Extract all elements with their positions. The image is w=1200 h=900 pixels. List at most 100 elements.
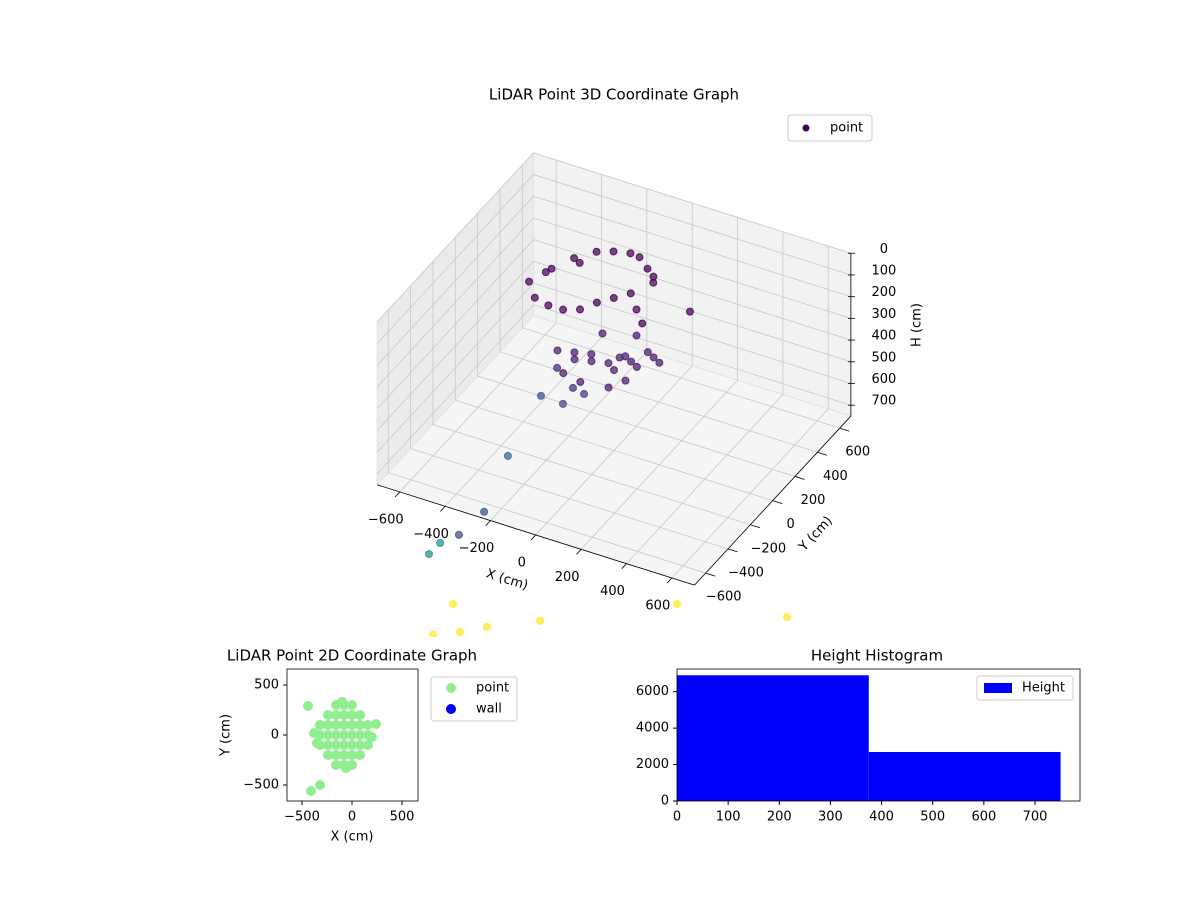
tick-mark bbox=[576, 549, 582, 555]
point bbox=[480, 507, 489, 516]
point bbox=[309, 728, 319, 738]
point bbox=[592, 298, 601, 307]
point bbox=[536, 391, 545, 400]
tick-mark bbox=[772, 500, 783, 504]
grid-line bbox=[376, 304, 534, 475]
point bbox=[559, 305, 568, 314]
point bbox=[436, 539, 445, 548]
grid-line bbox=[376, 239, 534, 410]
point bbox=[598, 329, 607, 338]
grid-line bbox=[477, 375, 796, 477]
grid-line bbox=[376, 261, 534, 431]
grid-line bbox=[533, 174, 852, 276]
point bbox=[355, 730, 365, 740]
point bbox=[355, 710, 365, 720]
point bbox=[429, 630, 438, 637]
z-tick-label: 100 bbox=[871, 263, 896, 278]
point bbox=[312, 738, 322, 748]
point bbox=[454, 530, 463, 539]
tick-mark bbox=[817, 451, 828, 456]
z-axis-label: H (cm) bbox=[910, 303, 925, 347]
point bbox=[604, 359, 613, 368]
x-tick-label: −500 bbox=[284, 810, 320, 825]
tick-mark bbox=[705, 572, 716, 577]
grid-line bbox=[533, 195, 852, 298]
point bbox=[323, 710, 333, 720]
x-tick-label: −200 bbox=[459, 541, 495, 556]
point bbox=[355, 750, 365, 760]
grid-line bbox=[388, 472, 706, 574]
point bbox=[347, 750, 357, 760]
grid-line bbox=[522, 327, 840, 429]
x-tick-label: 400 bbox=[600, 584, 625, 599]
point bbox=[339, 730, 349, 740]
point bbox=[649, 353, 658, 362]
tick-mark bbox=[750, 524, 760, 529]
y-tick-label: −400 bbox=[728, 565, 764, 580]
y-tick-label: 0 bbox=[271, 728, 279, 743]
point bbox=[627, 357, 636, 366]
point bbox=[553, 363, 562, 372]
legend-marker bbox=[802, 124, 810, 132]
plot-3d: −600−400−2000200400600−600−400−200020040… bbox=[368, 151, 896, 637]
point bbox=[587, 350, 596, 359]
axes-frame bbox=[676, 668, 1081, 802]
x-tick-label: 200 bbox=[555, 570, 580, 585]
grid-line bbox=[533, 304, 852, 406]
point bbox=[570, 348, 579, 357]
point bbox=[638, 319, 647, 328]
grid-line bbox=[499, 351, 818, 453]
point bbox=[592, 247, 601, 256]
legend-label: Height bbox=[1022, 681, 1065, 696]
y-axis-label: Y (cm) bbox=[796, 514, 836, 556]
chart-title: LiDAR Point 2D Coordinate Graph bbox=[227, 647, 477, 665]
chart-title: Height Histogram bbox=[811, 647, 943, 665]
point bbox=[575, 258, 584, 267]
point bbox=[331, 720, 341, 730]
tick-mark bbox=[621, 563, 627, 569]
point bbox=[635, 253, 644, 262]
point bbox=[347, 700, 357, 710]
y-tick-label: −600 bbox=[706, 590, 742, 605]
point bbox=[587, 357, 596, 366]
x-tick-label: 400 bbox=[869, 810, 894, 825]
legend-marker bbox=[984, 683, 1012, 693]
x-tick-label: −400 bbox=[413, 527, 449, 542]
z-tick-label: 600 bbox=[871, 372, 896, 387]
point bbox=[347, 740, 357, 750]
point bbox=[331, 740, 341, 750]
y-tick-label: 600 bbox=[845, 445, 870, 460]
x-tick-label: 600 bbox=[971, 810, 996, 825]
bar bbox=[677, 675, 869, 801]
x-tick-label: 600 bbox=[645, 598, 670, 613]
point bbox=[643, 264, 652, 273]
tick-mark bbox=[530, 534, 537, 541]
point bbox=[323, 740, 333, 750]
point bbox=[355, 720, 365, 730]
point bbox=[604, 383, 613, 392]
point bbox=[355, 740, 365, 750]
tick-mark bbox=[727, 548, 738, 553]
point bbox=[673, 599, 682, 608]
x-tick-label: 0 bbox=[673, 810, 681, 825]
point bbox=[503, 451, 512, 460]
y-tick-label: 400 bbox=[823, 469, 848, 484]
point bbox=[315, 720, 325, 730]
x-tick-label: 500 bbox=[920, 810, 945, 825]
point bbox=[530, 293, 539, 302]
point bbox=[323, 730, 333, 740]
point bbox=[303, 701, 313, 711]
point bbox=[655, 358, 664, 367]
x-tick-label: 500 bbox=[390, 810, 415, 825]
y-tick-label: −500 bbox=[243, 778, 279, 793]
point bbox=[337, 697, 347, 707]
point bbox=[525, 277, 534, 286]
tick-mark bbox=[394, 491, 401, 498]
y-tick-label: −200 bbox=[750, 541, 786, 556]
x-tick-label: 0 bbox=[518, 555, 526, 570]
x-axis-label: X (cm) bbox=[331, 830, 374, 845]
tick-mark bbox=[485, 520, 491, 526]
tick-mark bbox=[666, 577, 673, 584]
point bbox=[632, 305, 641, 314]
